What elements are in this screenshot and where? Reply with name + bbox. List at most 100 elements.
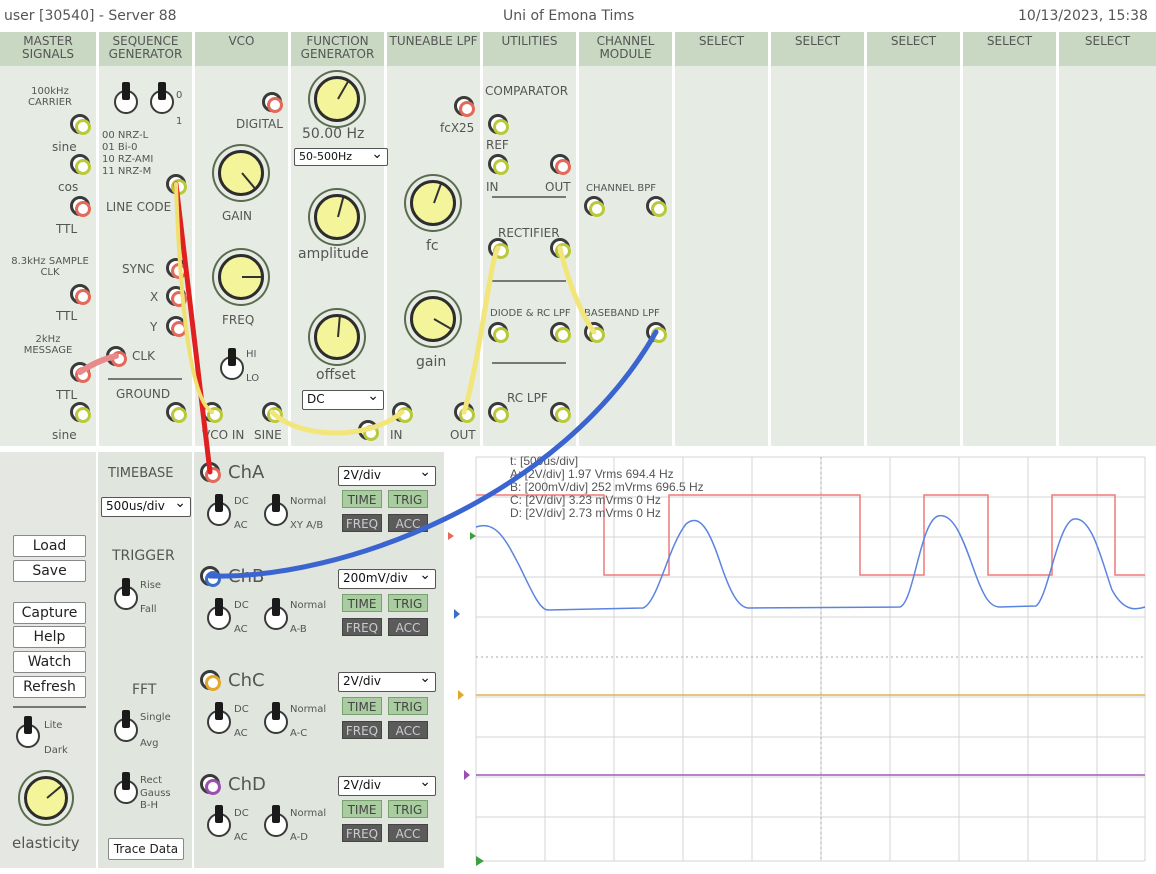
- chb-freq-button[interactable]: FREQ: [342, 618, 382, 636]
- lpf-out-jack[interactable]: [454, 402, 475, 423]
- chd-input-jack[interactable]: [200, 774, 221, 795]
- module-select-4[interactable]: SELECT: [963, 32, 1059, 66]
- chb-time-button[interactable]: TIME: [342, 594, 382, 612]
- amplitude-knob[interactable]: [314, 194, 360, 240]
- vco-gain-knob[interactable]: [218, 150, 264, 196]
- chd-trig-button[interactable]: TRIG: [388, 800, 428, 818]
- clk-jack[interactable]: [106, 346, 127, 367]
- module-select-2[interactable]: SELECT: [771, 32, 867, 66]
- cha-time-button[interactable]: TIME: [342, 490, 382, 508]
- chd-acc-button[interactable]: ACC: [388, 824, 428, 842]
- fft-window-toggle[interactable]: [114, 772, 138, 804]
- chb-acc-button[interactable]: ACC: [388, 618, 428, 636]
- baseband-out-jack[interactable]: [646, 322, 667, 343]
- offset-knob[interactable]: [314, 314, 360, 360]
- chd-mode-toggle[interactable]: [264, 805, 288, 837]
- comparator-out-jack[interactable]: [550, 154, 571, 175]
- carrier-cos-jack[interactable]: [70, 154, 91, 175]
- refresh-button[interactable]: Refresh: [13, 676, 86, 698]
- lpf-in-jack[interactable]: [392, 402, 413, 423]
- vco-sine-jack[interactable]: [262, 402, 283, 423]
- chc-input-jack[interactable]: [200, 670, 221, 691]
- bpf-out-jack[interactable]: [646, 196, 667, 217]
- cha-acc-button[interactable]: ACC: [388, 514, 428, 532]
- chc-coupling-toggle[interactable]: [207, 702, 231, 734]
- module-select-1[interactable]: SELECT: [675, 32, 771, 66]
- watch-button[interactable]: Watch: [13, 651, 86, 673]
- load-button[interactable]: Load: [13, 535, 86, 557]
- y-jack[interactable]: [166, 316, 187, 337]
- chc-time-button[interactable]: TIME: [342, 697, 382, 715]
- ttl-label-2: TTL: [56, 309, 78, 323]
- vco-in-jack[interactable]: [202, 402, 223, 423]
- freq-range-select[interactable]: 50-500Hz: [294, 146, 388, 166]
- oscilloscope-display[interactable]: t: [500us/div] A: [2V/div] 1.97 Vrms 694…: [448, 452, 1156, 868]
- ground-jack[interactable]: [166, 402, 187, 423]
- fft-mode-toggle[interactable]: [114, 710, 138, 742]
- vco-digital-jack[interactable]: [262, 92, 283, 113]
- message-sine-jack[interactable]: [70, 402, 91, 423]
- trigger-edge-toggle[interactable]: [114, 578, 138, 610]
- trace-data-button[interactable]: Trace Data: [108, 838, 184, 860]
- module-header-sequence: SEQUENCE GENERATOR: [99, 32, 195, 66]
- cha-trig-button[interactable]: TRIG: [388, 490, 428, 508]
- chc-acc-button[interactable]: ACC: [388, 721, 428, 739]
- rclpf-in-jack[interactable]: [488, 402, 509, 423]
- chb-coupling-toggle[interactable]: [207, 598, 231, 630]
- seq-bit0-toggle[interactable]: [150, 82, 174, 114]
- chd-volts-select[interactable]: 2V/div: [338, 774, 436, 796]
- cha-freq-button[interactable]: FREQ: [342, 514, 382, 532]
- cha-coupling-toggle[interactable]: [207, 494, 231, 526]
- chb-trig-button[interactable]: TRIG: [388, 594, 428, 612]
- sync-jack[interactable]: [166, 258, 187, 279]
- coupling-select[interactable]: DC: [302, 388, 384, 410]
- chb-volts-select[interactable]: 200mV/div: [338, 567, 436, 589]
- y-label: Y: [150, 320, 158, 334]
- rclpf-out-jack[interactable]: [550, 402, 571, 423]
- chc-mode-toggle[interactable]: [264, 702, 288, 734]
- chb-input-jack[interactable]: [200, 566, 221, 587]
- seq-bit1-toggle[interactable]: [114, 82, 138, 114]
- fcx25-jack[interactable]: [454, 96, 475, 117]
- carrier-sine-jack[interactable]: [70, 114, 91, 135]
- line-code-jack[interactable]: [166, 174, 187, 195]
- func-mid-jack[interactable]: [358, 420, 379, 441]
- theme-toggle[interactable]: [16, 716, 40, 748]
- module-select-5[interactable]: SELECT: [1059, 32, 1156, 66]
- chc-volts-select[interactable]: 2V/div: [338, 670, 436, 692]
- baseband-in-jack[interactable]: [584, 322, 605, 343]
- comparator-ref-jack[interactable]: [488, 114, 509, 135]
- module-select-3[interactable]: SELECT: [867, 32, 963, 66]
- comparator-in-jack[interactable]: [488, 154, 509, 175]
- vco-freq-knob[interactable]: [218, 254, 264, 300]
- message-ttl-jack[interactable]: [70, 362, 91, 383]
- diode-out-jack[interactable]: [550, 322, 571, 343]
- clk-label: CLK: [132, 349, 155, 363]
- help-button[interactable]: Help: [13, 626, 86, 648]
- org-label: Uni of Emona Tims: [503, 8, 635, 24]
- lpf-gain-knob[interactable]: [410, 296, 456, 342]
- rectifier-in-jack[interactable]: [488, 238, 509, 259]
- func-freq-knob[interactable]: [314, 76, 360, 122]
- elasticity-knob[interactable]: [24, 776, 68, 820]
- chd-time-button[interactable]: TIME: [342, 800, 382, 818]
- diode-in-jack[interactable]: [488, 322, 509, 343]
- rectifier-out-jack[interactable]: [550, 238, 571, 259]
- lpf-fc-knob[interactable]: [410, 180, 456, 226]
- x-jack[interactable]: [166, 286, 187, 307]
- carrier-ttl-jack[interactable]: [70, 196, 91, 217]
- timebase-select[interactable]: 500us/div: [101, 495, 191, 517]
- save-button[interactable]: Save: [13, 560, 86, 582]
- cha-mode-toggle[interactable]: [264, 494, 288, 526]
- capture-button[interactable]: Capture: [13, 602, 86, 624]
- chd-freq-button[interactable]: FREQ: [342, 824, 382, 842]
- cha-volts-select[interactable]: 2V/div: [338, 464, 436, 486]
- bpf-in-jack[interactable]: [584, 196, 605, 217]
- chd-coupling-toggle[interactable]: [207, 805, 231, 837]
- chb-mode-toggle[interactable]: [264, 598, 288, 630]
- vco-range-toggle[interactable]: [220, 348, 244, 380]
- sample-ttl-jack[interactable]: [70, 284, 91, 305]
- cha-input-jack[interactable]: [200, 462, 221, 483]
- chc-trig-button[interactable]: TRIG: [388, 697, 428, 715]
- chc-freq-button[interactable]: FREQ: [342, 721, 382, 739]
